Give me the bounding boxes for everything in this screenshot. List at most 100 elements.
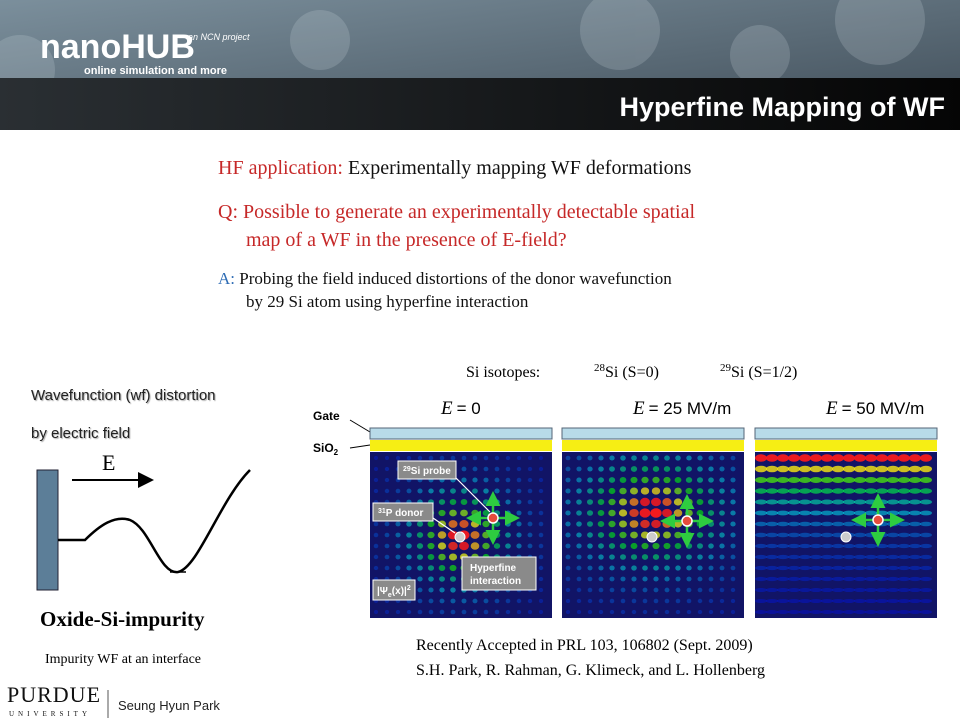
heat-dot (799, 587, 811, 593)
heat-dot (631, 609, 637, 615)
heat-dot (821, 477, 833, 483)
heat-dot (686, 576, 692, 582)
heat-dot (799, 532, 811, 538)
heat-dot (719, 532, 725, 538)
heat-dot (865, 565, 877, 571)
heat-dot (527, 477, 533, 483)
heat-dot (799, 609, 811, 615)
heat-dot (843, 488, 855, 494)
heat-dot (576, 565, 582, 571)
heat-dot (576, 543, 582, 549)
heat-dot (472, 488, 478, 494)
heat-dot (598, 598, 604, 604)
layer-sub: 2 (334, 448, 339, 457)
heat-dot (708, 576, 714, 582)
heat-dot (887, 554, 899, 560)
heat-dot (697, 466, 703, 472)
heat-dot (755, 488, 767, 494)
heat-dot (697, 543, 703, 549)
heat-dot (650, 508, 662, 518)
heat-dot (730, 477, 736, 483)
heat-dot (865, 587, 877, 593)
heat-dot (598, 466, 604, 472)
heat-dot (865, 609, 877, 615)
field-label: E (102, 450, 115, 475)
heat-dot (876, 543, 888, 549)
heat-dot (448, 553, 458, 561)
heat-dot (821, 576, 833, 582)
bullet: Q: Possible to generate an experimentall… (218, 201, 695, 223)
heat-dot (620, 455, 626, 461)
heat-dot (755, 554, 767, 560)
isotope-text: Si (S=0) (605, 364, 659, 381)
heat-dot (565, 477, 571, 483)
heat-dot (708, 466, 714, 472)
heat-dot (909, 465, 921, 473)
heat-dot (843, 465, 855, 473)
heat-dot (653, 565, 659, 571)
heat-dot (697, 455, 703, 461)
heat-dot (630, 487, 638, 495)
heat-dot (685, 487, 693, 495)
heat-dot (920, 554, 932, 560)
heat-dot (460, 499, 468, 505)
heat-dot (788, 488, 800, 494)
heat-dot (428, 576, 434, 582)
heat-dot (821, 488, 833, 494)
heat-dot (417, 455, 423, 461)
heat-dot (538, 543, 544, 549)
heat-dot (449, 564, 457, 572)
heat-dot (516, 543, 522, 549)
heat-dot (527, 499, 533, 505)
isotope-mass: 28 (594, 362, 606, 374)
heat-dot (631, 576, 637, 582)
heat-dot (587, 532, 593, 538)
heat-dot (920, 609, 932, 615)
heat-dot (719, 510, 725, 516)
heat-dot (708, 565, 714, 571)
bullet-text: by 29 Si atom using hyperfine interactio… (246, 292, 529, 311)
heat-dot (598, 455, 604, 461)
heat-dot (609, 576, 615, 582)
heat-dot (565, 543, 571, 549)
isotopes: Si isotopes: 28Si (S=0) 29Si (S=1/2) (466, 362, 797, 381)
heat-dot (428, 609, 434, 615)
heat-dot (620, 554, 626, 560)
heat-dot (843, 598, 855, 604)
heat-dot (719, 488, 725, 494)
heat-dot (854, 454, 866, 462)
heat-dot (708, 455, 714, 461)
heat-dot (696, 532, 704, 538)
heat-dot (482, 499, 490, 505)
heat-dot (708, 477, 714, 483)
heat-dot (788, 576, 800, 582)
probe-site (681, 515, 693, 527)
heat-dot (854, 554, 866, 560)
heat-dot (730, 554, 736, 560)
heat-dot (527, 521, 533, 527)
heat-dot (494, 455, 500, 461)
heat-dot (821, 510, 833, 516)
heat-dot (642, 455, 648, 461)
heat-dot (810, 499, 822, 505)
annotation-text: (x)| (392, 586, 407, 597)
heat-dot (662, 508, 672, 518)
heat-dot (608, 520, 616, 528)
heat-dot (565, 532, 571, 538)
heat-dot (565, 565, 571, 571)
heat-dot (675, 565, 681, 571)
heat-dot (587, 543, 593, 549)
heat-dot (719, 499, 725, 505)
heat-dot (766, 499, 778, 505)
panel-text: = 0 (457, 399, 481, 418)
heat-dot (843, 609, 855, 615)
heat-dot (565, 466, 571, 472)
heat-dot (597, 521, 605, 527)
heat-dot (675, 576, 681, 582)
heat-dot (619, 466, 627, 472)
heat-dot (708, 609, 714, 615)
heat-dot (384, 455, 390, 461)
heat-dot (909, 510, 921, 516)
heat-dot (653, 609, 659, 615)
heat-dot (730, 466, 736, 472)
